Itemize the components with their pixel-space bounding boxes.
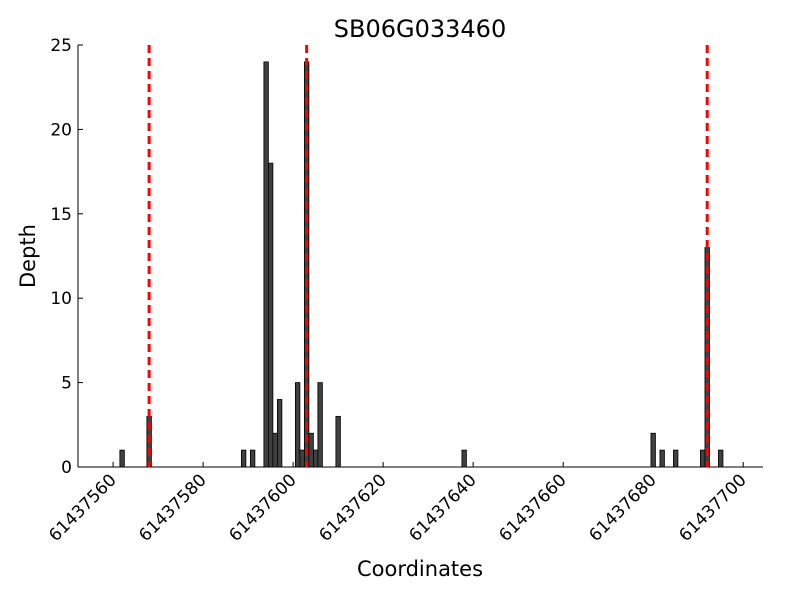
bar	[718, 449, 724, 468]
bar	[461, 449, 467, 468]
x-tick-label: 61437600	[225, 470, 300, 545]
x-tick-label: 61437700	[675, 470, 750, 545]
x-axis-label: Coordinates	[357, 557, 483, 581]
y-tick-label: 15	[50, 205, 72, 225]
x-tick-label: 61437680	[585, 470, 660, 545]
y-tick-label: 25	[50, 36, 72, 56]
x-tick-label: 61437560	[45, 470, 120, 545]
bar	[303, 61, 310, 468]
bar	[335, 415, 341, 468]
bar	[308, 432, 314, 468]
y-tick-label: 5	[61, 374, 72, 394]
bar	[700, 449, 706, 468]
bar	[119, 449, 125, 468]
bar	[249, 449, 256, 468]
x-tick-label: 61437580	[135, 470, 210, 545]
y-tick-label: 10	[50, 289, 72, 309]
bar	[299, 449, 305, 468]
y-tick-label: 20	[50, 120, 72, 140]
bar	[276, 399, 283, 468]
x-tick-label: 61437620	[315, 470, 390, 545]
bar	[317, 382, 323, 468]
x-tick-label: 61437640	[405, 470, 480, 545]
bar	[294, 382, 301, 468]
bar	[272, 432, 278, 468]
y-axis-label: Depth	[16, 224, 40, 288]
chart-title: SB06G033460	[334, 15, 506, 43]
bar	[312, 449, 319, 468]
bar	[267, 162, 274, 468]
x-tick-label: 61437660	[495, 470, 570, 545]
bar	[650, 432, 656, 468]
bar	[659, 449, 665, 468]
bar	[673, 449, 679, 468]
bar	[240, 449, 247, 468]
bar	[263, 61, 269, 468]
y-tick-label: 0	[61, 458, 72, 478]
